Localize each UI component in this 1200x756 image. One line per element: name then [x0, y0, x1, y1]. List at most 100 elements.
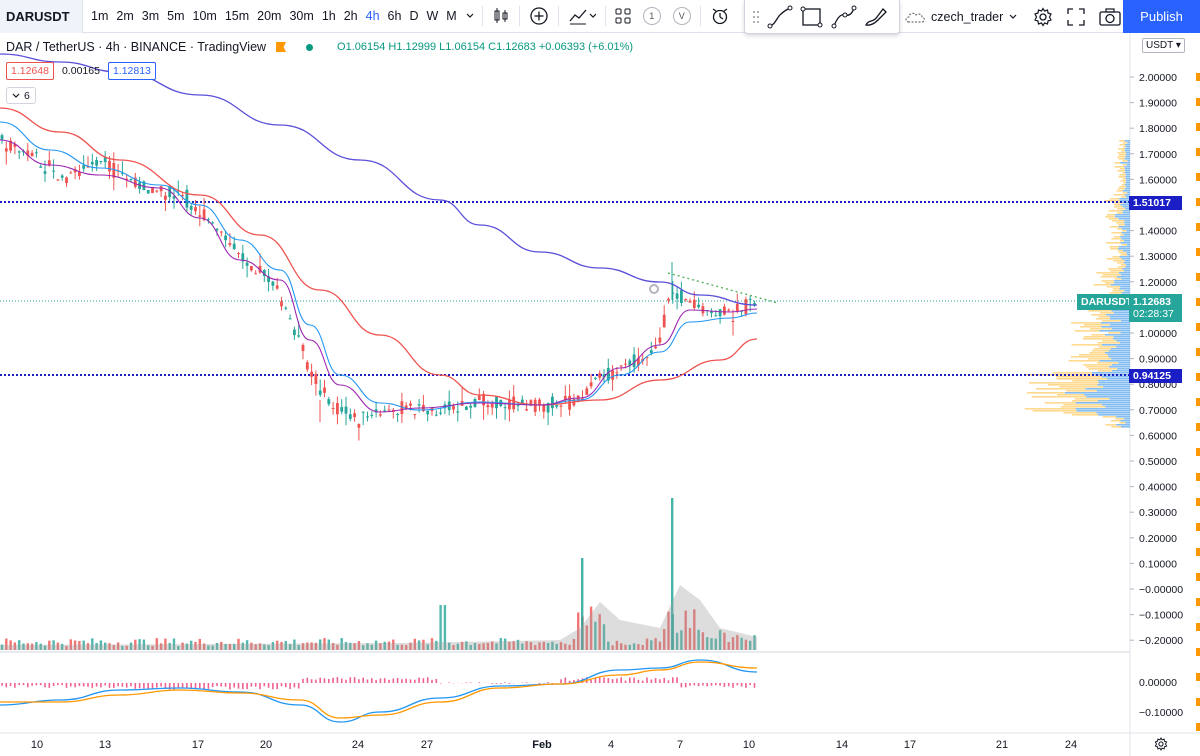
- macd-histogram-bar: [229, 683, 231, 690]
- macd-histogram-bar: [246, 683, 248, 690]
- macd-histogram-bar: [108, 683, 111, 688]
- volume-bar: [684, 610, 687, 650]
- macd-histogram-bar: [1, 683, 3, 686]
- volume-profile-bar-buy: [1095, 318, 1110, 320]
- edge-marker: [1196, 648, 1200, 656]
- volume-profile-bar-buy: [1114, 166, 1125, 168]
- indicators-icon[interactable]: [562, 0, 602, 33]
- candle-body: [361, 411, 365, 413]
- camera-snapshot-icon[interactable]: [1093, 0, 1127, 33]
- highlighter-tool-icon[interactable]: [863, 5, 889, 29]
- macd-histogram-bar: [646, 677, 648, 683]
- volume-profile-bar-buy: [1097, 342, 1120, 344]
- templates-icon[interactable]: [609, 0, 637, 33]
- candle-body: [133, 177, 137, 187]
- volume-profile-bar-buy: [1044, 402, 1076, 404]
- macd-histogram-bar: [100, 683, 102, 688]
- volume-profile-bar-sell: [1117, 248, 1130, 250]
- level-price-tag-upper[interactable]: 1.51017: [1129, 196, 1182, 210]
- interval-20m[interactable]: 20m: [257, 9, 282, 23]
- settings-gear-icon[interactable]: [1027, 0, 1059, 33]
- volume-profile-bar-buy: [1110, 420, 1121, 422]
- candle-body: [164, 195, 167, 200]
- badge-one: 1: [642, 7, 661, 25]
- indicators-collapse-button[interactable]: 6: [6, 87, 36, 104]
- chevron-down-icon[interactable]: [461, 0, 479, 33]
- volume-profile-bar-sell: [1126, 264, 1130, 266]
- badge-v-button[interactable]: V: [667, 0, 697, 33]
- chart-canvas[interactable]: 2.000001.900001.800001.700001.600001.500…: [0, 33, 1200, 756]
- candle-body: [628, 360, 632, 366]
- volume-profile-bar-buy: [1112, 220, 1125, 222]
- interval-6h[interactable]: 6h: [387, 9, 402, 23]
- interval-d[interactable]: D: [409, 9, 419, 23]
- volume-bar: [400, 644, 404, 650]
- interval-3m[interactable]: 3m: [141, 9, 160, 23]
- volume-profile-bar-buy: [1119, 154, 1126, 156]
- volume-profile-bar-buy: [1107, 332, 1121, 334]
- interval-1m[interactable]: 1m: [91, 9, 109, 23]
- volume-bar: [202, 643, 206, 650]
- level-price-tag-lower[interactable]: 0.94125: [1129, 369, 1182, 383]
- volume-bar: [314, 642, 318, 650]
- volume-bar: [417, 640, 421, 650]
- macd-histogram-bar: [676, 677, 678, 683]
- edge-marker: [1196, 698, 1200, 706]
- macd-histogram-bar: [478, 682, 481, 683]
- time-tick-label: 13: [99, 739, 111, 751]
- candle-body: [112, 162, 116, 178]
- volume-profile-bar-buy: [1026, 392, 1065, 394]
- volume-profile-bar-sell: [1122, 268, 1130, 270]
- candle-body: [684, 299, 688, 301]
- interval-w[interactable]: W: [426, 9, 439, 23]
- volume-bar: [598, 614, 601, 650]
- badge-one-button[interactable]: 1: [637, 0, 667, 33]
- drag-handle-icon[interactable]: [751, 7, 761, 27]
- interval-10m[interactable]: 10m: [192, 9, 217, 23]
- volume-profile-bar-sell: [1119, 256, 1130, 258]
- interval-4h[interactable]: 4h: [365, 9, 380, 23]
- interval-2m[interactable]: 2m: [116, 9, 134, 23]
- publish-button[interactable]: Publish: [1123, 0, 1200, 33]
- interval-2h[interactable]: 2h: [343, 9, 358, 23]
- macd-histogram-bar: [607, 678, 610, 683]
- flag-icon[interactable]: [276, 42, 287, 52]
- chart-settings-gear-icon[interactable]: [1154, 737, 1168, 756]
- interval-m[interactable]: M: [446, 9, 457, 23]
- volume-profile-bar-sell: [1121, 228, 1130, 230]
- volume-profile-bar-buy: [1068, 360, 1100, 362]
- macd-histogram-bar: [156, 683, 158, 688]
- candle-body: [35, 152, 38, 154]
- interval-1h[interactable]: 1h: [321, 9, 336, 23]
- volume-bar: [508, 641, 511, 650]
- interval-5m[interactable]: 5m: [167, 9, 185, 23]
- volume-profile-bar-buy: [1111, 232, 1122, 234]
- interval-30m[interactable]: 30m: [289, 9, 314, 23]
- volume-profile-bar-sell: [1124, 260, 1130, 262]
- candles-chart-type-icon[interactable]: [486, 0, 516, 33]
- alert-icon[interactable]: [704, 0, 736, 33]
- rectangle-tool-icon[interactable]: [799, 5, 825, 29]
- macd-histogram-bar: [220, 683, 223, 687]
- volume-bar: [43, 645, 47, 650]
- add-indicator-icon[interactable]: [523, 0, 555, 33]
- macd-oscillator: [0, 659, 758, 723]
- macd-histogram-bar: [190, 683, 192, 690]
- layout-selector[interactable]: czech_trader: [904, 0, 1018, 33]
- candle-body: [340, 407, 344, 412]
- volume-profile-bar-sell: [1121, 238, 1130, 240]
- interval-15m[interactable]: 15m: [224, 9, 250, 23]
- path-tool-icon[interactable]: [831, 5, 857, 29]
- volume-bar: [245, 640, 249, 650]
- brush-tool-icon[interactable]: [767, 5, 793, 29]
- volume-profile-bar-sell: [1111, 328, 1130, 330]
- symbol-search[interactable]: DARUSDT: [0, 0, 83, 33]
- macd-histogram-bar: [211, 683, 214, 688]
- drawing-toolbar: [744, 0, 900, 34]
- macd-histogram-bar: [121, 683, 124, 687]
- symbol-title[interactable]: DAR / TetherUS · 4h · BINANCE · TradingV…: [6, 40, 267, 54]
- fullscreen-icon[interactable]: [1061, 0, 1091, 33]
- volume-bar: [366, 643, 369, 650]
- volume-profile-bar-sell: [1104, 334, 1130, 336]
- currency-selector[interactable]: USDT ▾: [1142, 38, 1185, 53]
